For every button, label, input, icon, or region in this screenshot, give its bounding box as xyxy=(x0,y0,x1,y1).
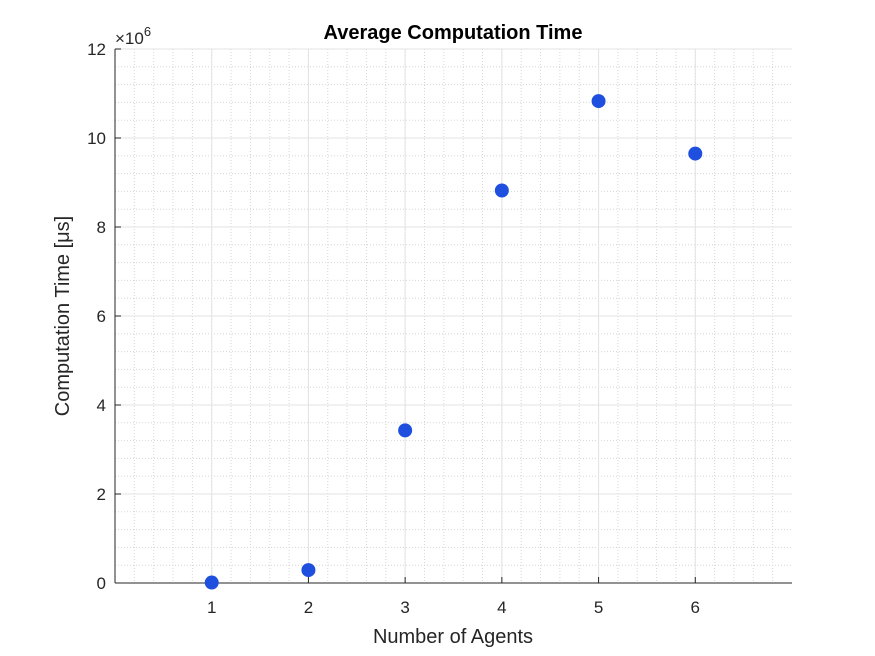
y-exponent-label: ×106 xyxy=(115,24,151,48)
y-tick-label: 2 xyxy=(97,485,106,504)
major-grid xyxy=(115,48,792,584)
y-tick-label: 6 xyxy=(97,307,106,326)
data-point xyxy=(591,94,606,109)
x-tick-label: 2 xyxy=(304,598,313,617)
data-point xyxy=(398,423,413,438)
data-point xyxy=(494,183,509,198)
x-tick-label: 6 xyxy=(691,598,700,617)
y-tick-label: 10 xyxy=(87,129,106,148)
x-tick-label: 4 xyxy=(497,598,506,617)
data-point xyxy=(688,146,703,161)
data-points xyxy=(204,94,703,590)
x-axis-label: Number of Agents xyxy=(373,626,533,648)
y-exponent-base: ×10 xyxy=(115,29,144,48)
x-tick-labels: 1 2 3 4 5 6 xyxy=(207,598,700,617)
y-exponent-power: 6 xyxy=(144,24,151,39)
x-tick-label: 1 xyxy=(207,598,216,617)
data-point xyxy=(204,575,219,590)
chart-title: Average Computation Time xyxy=(324,22,583,44)
y-tick-label: 12 xyxy=(87,40,106,59)
y-axis-label: Computation Time [μs] xyxy=(52,216,74,417)
y-tick-label: 4 xyxy=(97,396,106,415)
x-tick-label: 3 xyxy=(400,598,409,617)
x-tick-label: 5 xyxy=(594,598,603,617)
data-point xyxy=(301,563,316,578)
y-tick-label: 0 xyxy=(97,574,106,593)
y-tick-label: 8 xyxy=(97,218,106,237)
y-tick-labels: 0 2 4 6 8 10 12 xyxy=(87,40,106,593)
